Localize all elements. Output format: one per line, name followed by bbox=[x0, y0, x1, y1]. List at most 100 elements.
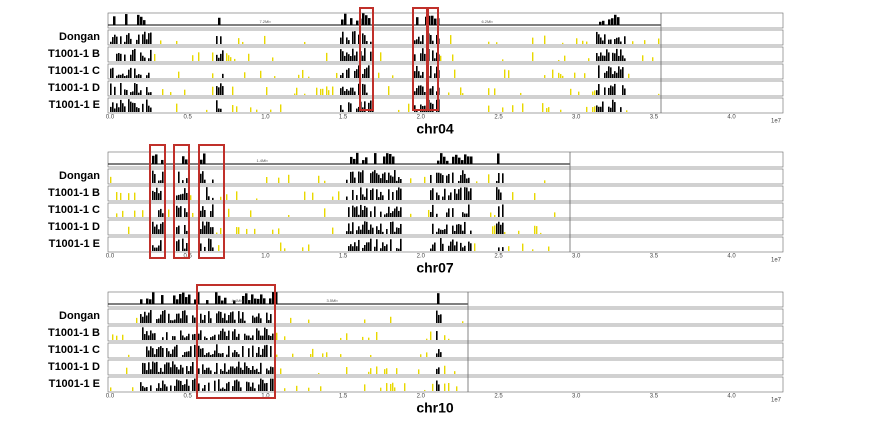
coverage-minor bbox=[626, 110, 628, 112]
coverage-peak bbox=[184, 248, 186, 251]
coverage-peak bbox=[258, 347, 260, 357]
coverage-minor bbox=[296, 385, 298, 391]
coverage-peak bbox=[342, 86, 344, 95]
coverage-peak bbox=[112, 37, 114, 44]
coverage-peak bbox=[348, 90, 350, 95]
coverage-minor bbox=[474, 243, 476, 251]
coverage-peak bbox=[154, 226, 156, 234]
coverage-peak bbox=[396, 206, 398, 217]
coverage-peak bbox=[352, 87, 354, 95]
coverage-minor bbox=[226, 53, 228, 61]
coverage-peak bbox=[350, 244, 352, 251]
coverage-peak bbox=[400, 188, 402, 200]
coverage-minor bbox=[428, 209, 430, 217]
coverage-peak bbox=[210, 337, 212, 340]
coverage-peak bbox=[264, 345, 266, 357]
coverage-peak bbox=[450, 241, 452, 251]
coverage-peak bbox=[382, 195, 384, 200]
coverage-peak bbox=[220, 83, 222, 95]
coverage-peak bbox=[146, 315, 148, 323]
coverage-peak bbox=[152, 245, 154, 251]
coverage-peak bbox=[464, 245, 466, 251]
coverage-minor bbox=[560, 109, 562, 112]
coverage-minor bbox=[332, 86, 334, 95]
coverage-minor bbox=[384, 369, 386, 374]
sample-label: T1001-1 B bbox=[48, 187, 100, 199]
axis-tick-label: 3.5 bbox=[650, 394, 659, 400]
coverage-minor bbox=[128, 193, 130, 200]
coverage-minor bbox=[512, 105, 514, 112]
reference-block bbox=[125, 14, 128, 25]
coverage-peak bbox=[138, 108, 140, 112]
coverage-peak bbox=[362, 170, 364, 183]
coverage-peak bbox=[146, 346, 148, 357]
coverage-peak bbox=[346, 231, 348, 234]
coverage-peak bbox=[436, 52, 438, 61]
coverage-peak bbox=[498, 189, 500, 200]
coverage-minor bbox=[368, 371, 370, 374]
coverage-peak bbox=[342, 109, 344, 112]
coverage-peak bbox=[166, 362, 168, 374]
coverage-minor bbox=[562, 75, 564, 78]
coverage-minor bbox=[340, 354, 342, 357]
coverage-peak bbox=[234, 319, 236, 323]
coverage-minor bbox=[370, 368, 372, 374]
coverage-peak bbox=[270, 378, 272, 391]
coverage-peak bbox=[394, 208, 396, 217]
coverage-peak bbox=[376, 173, 378, 183]
coverage-peak bbox=[378, 174, 380, 183]
coverage-peak bbox=[256, 328, 258, 340]
coverage-peak bbox=[460, 187, 462, 200]
coverage-peak bbox=[158, 245, 160, 251]
coverage-minor bbox=[142, 210, 144, 217]
coverage-peak bbox=[234, 329, 236, 340]
coverage-minor bbox=[518, 230, 520, 234]
coverage-peak bbox=[214, 371, 216, 374]
coverage-peak bbox=[614, 71, 616, 78]
coverage-minor bbox=[308, 76, 310, 78]
coverage-peak bbox=[222, 317, 224, 323]
coverage-peak bbox=[218, 334, 220, 340]
coverage-peak bbox=[136, 107, 138, 112]
coverage-minor bbox=[494, 88, 496, 95]
coverage-peak bbox=[370, 100, 372, 112]
coverage-peak bbox=[232, 331, 234, 340]
reference-block bbox=[617, 17, 620, 25]
coverage-peak bbox=[436, 310, 438, 323]
coverage-peak bbox=[212, 227, 214, 234]
coverage-peak bbox=[200, 243, 202, 251]
coverage-peak bbox=[226, 383, 228, 391]
coverage-peak bbox=[364, 68, 366, 78]
coverage-peak bbox=[606, 71, 608, 78]
coverage-peak bbox=[438, 314, 440, 323]
coverage-peak bbox=[146, 75, 148, 78]
coverage-peak bbox=[432, 50, 434, 61]
coverage-peak bbox=[218, 379, 220, 391]
coverage-peak bbox=[350, 87, 352, 95]
coverage-minor bbox=[110, 387, 112, 391]
coverage-peak bbox=[380, 191, 382, 200]
coverage-peak bbox=[188, 371, 190, 374]
coverage-peak bbox=[422, 35, 424, 44]
coverage-peak bbox=[612, 99, 614, 112]
coverage-minor bbox=[292, 353, 294, 357]
coverage-peak bbox=[370, 41, 372, 44]
coverage-peak bbox=[212, 204, 214, 217]
coverage-peak bbox=[220, 369, 222, 374]
highlight-box bbox=[427, 7, 439, 111]
coverage-peak bbox=[352, 205, 354, 217]
coverage-peak bbox=[372, 227, 374, 234]
axis-tick-label: 1.0 bbox=[261, 394, 270, 400]
coverage-peak bbox=[352, 246, 354, 251]
coverage-peak bbox=[124, 106, 126, 112]
coverage-peak bbox=[142, 316, 144, 323]
coverage-peak bbox=[374, 246, 376, 251]
coverage-peak bbox=[596, 31, 598, 44]
sample-label: T1001-1 C bbox=[48, 204, 100, 216]
coverage-minor bbox=[250, 107, 252, 112]
coverage-peak bbox=[238, 354, 240, 357]
coverage-peak bbox=[502, 173, 504, 183]
coverage-peak bbox=[268, 320, 270, 323]
coverage-peak bbox=[206, 367, 208, 374]
coverage-minor bbox=[490, 212, 492, 217]
